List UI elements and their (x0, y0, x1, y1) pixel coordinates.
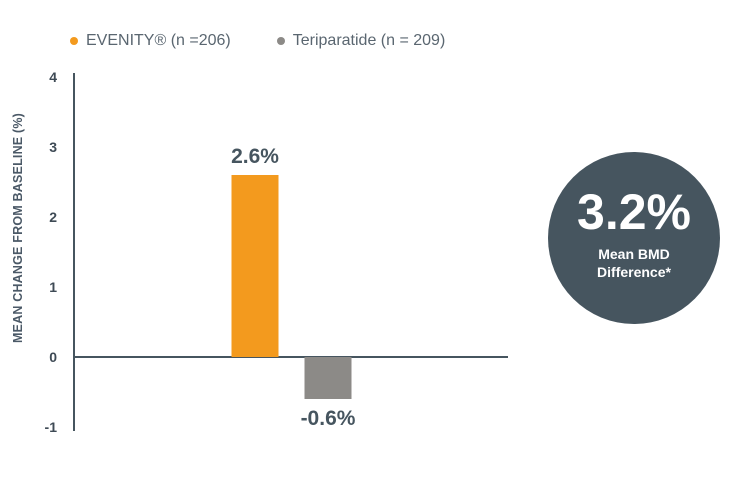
y-tick-label: 0 (49, 349, 57, 365)
legend-label-teriparatide: Teriparatide (n = 209) (292, 32, 446, 49)
bar-teriparatide (304, 357, 352, 399)
chart-legend: EVENITY® (n =206) Teriparatide (n = 209) (70, 32, 491, 50)
y-tick-label: -1 (45, 419, 58, 435)
legend-item-teriparatide: Teriparatide (n = 209) (276, 32, 446, 50)
legend-label-evenity: EVENITY® (n =206) (86, 32, 231, 49)
data-label-teriparatide: -0.6% (301, 407, 356, 430)
y-tick-label: 2 (49, 209, 57, 225)
callout-label-line2: Difference* (597, 264, 671, 280)
legend-swatch-evenity (70, 37, 78, 45)
y-tick-label: 3 (49, 139, 57, 155)
y-tick-label: 1 (49, 279, 57, 295)
callout-label: Mean BMD Difference* (597, 245, 671, 281)
bmd-difference-callout: 3.2% Mean BMD Difference* (548, 152, 720, 324)
y-tick-label: 4 (49, 69, 57, 85)
callout-label-line1: Mean BMD (598, 246, 670, 262)
legend-swatch-teriparatide (276, 37, 285, 45)
legend-item-evenity: EVENITY® (n =206) (70, 32, 231, 50)
data-label-evenity: 2.6% (231, 145, 279, 168)
bar-evenity (231, 175, 279, 357)
callout-value: 3.2% (577, 184, 691, 240)
